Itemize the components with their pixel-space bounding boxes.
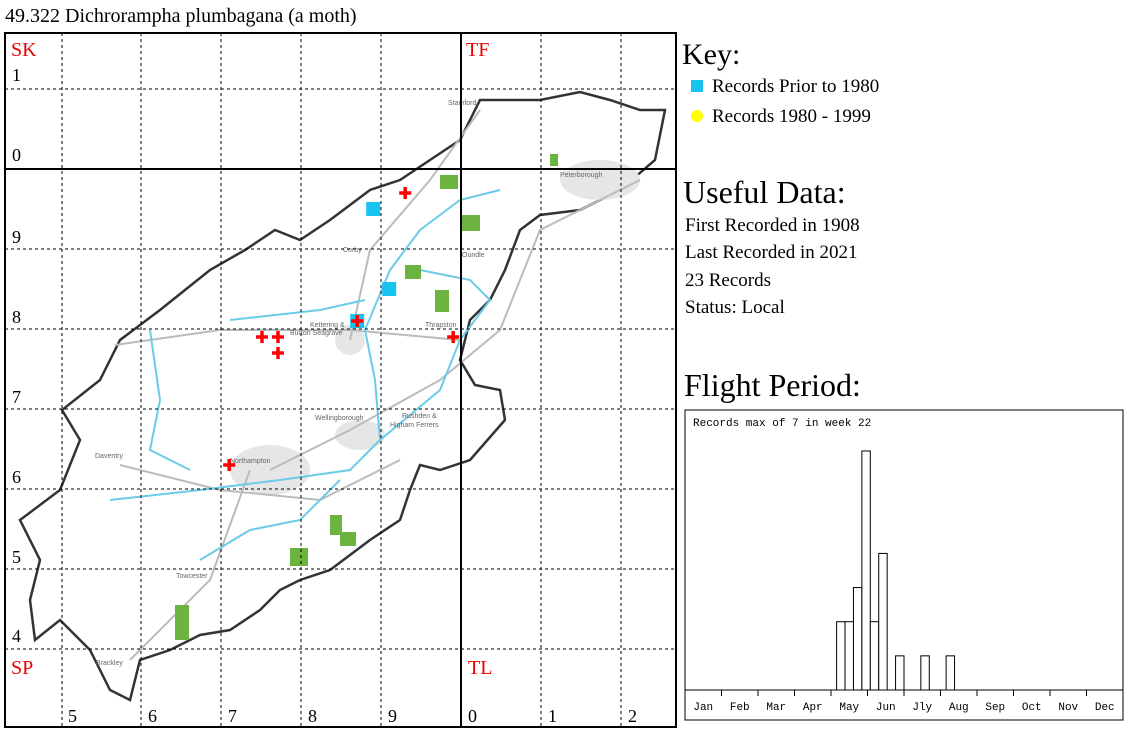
easting-label: 5 (68, 706, 77, 726)
woodland (175, 154, 558, 640)
town-label: Burton Seagrave (290, 330, 343, 337)
key-heading: Key: (682, 38, 740, 71)
easting-label: 2 (628, 706, 637, 726)
chart-title: Flight Period: (684, 367, 861, 403)
month-label: Jun (876, 702, 896, 714)
town-label: Brackley (96, 660, 123, 667)
month-label: May (839, 702, 859, 714)
grid-lines (4, 32, 677, 728)
month-label: Nov (1058, 702, 1078, 714)
key-swatch (691, 80, 703, 92)
rivers (109, 189, 501, 561)
northing-label: 8 (12, 307, 21, 327)
square-label: TL (468, 657, 492, 679)
square-label: TF (466, 39, 489, 61)
town-label: Oundle (462, 252, 485, 259)
northing-labels: 1 0 9 8 7 6 5 4 (12, 65, 21, 646)
town-label: Daventry (95, 453, 124, 460)
record-cross (399, 187, 412, 199)
bar (852, 587, 863, 691)
bar (844, 621, 854, 691)
month-label: Mar (766, 702, 786, 714)
easting-label: 0 (468, 706, 477, 726)
month-label: Sep (985, 702, 1005, 714)
bar (920, 655, 930, 691)
useful-line: First Recorded in 1908 (685, 215, 860, 236)
square-labels: SK TF SP TL (11, 39, 492, 679)
key-items: Records Prior to 1980 Records 1980 - 1999 (691, 76, 879, 127)
flight-chart: Flight Period: Records max of 7 in week … (684, 367, 1124, 721)
bar (945, 655, 956, 691)
key-label: Records 1980 - 1999 (712, 106, 871, 127)
easting-label: 6 (148, 706, 157, 726)
month-label: Feb (730, 702, 750, 714)
record-cross (272, 331, 284, 343)
page-title: 49.322 Dichrorampha plumbagana (a moth) (5, 5, 357, 27)
key: Key: Records Prior to 1980 Records 1980 -… (682, 38, 879, 127)
northing-label: 4 (12, 626, 21, 646)
key-label: Records Prior to 1980 (712, 76, 879, 97)
town-label: Peterborough (560, 172, 603, 179)
month-label: Jan (693, 702, 713, 714)
town-label: Northampton (230, 458, 271, 465)
record-cross (223, 459, 236, 471)
bar (861, 450, 871, 691)
key-swatch (691, 110, 703, 122)
record-cross (256, 331, 268, 343)
town-label: Kettering & (310, 322, 345, 329)
northing-label: 7 (12, 387, 21, 407)
useful-line: Last Recorded in 2021 (685, 242, 858, 263)
record-cross (351, 315, 364, 327)
town-label: Wellingborough (315, 415, 364, 422)
useful-heading: Useful Data: (683, 174, 846, 210)
bar (878, 552, 888, 691)
record-cross (447, 331, 460, 343)
northing-label: 6 (12, 467, 21, 487)
useful-line: Status: Local (685, 297, 785, 318)
northing-label: 9 (12, 227, 21, 247)
northing-label: 5 (12, 547, 21, 567)
record-square (382, 282, 397, 296)
record-cross (272, 347, 284, 359)
county-outline (18, 90, 667, 702)
roads (114, 109, 641, 661)
northing-label: 1 (12, 65, 21, 85)
town-label: Higham Ferrers (390, 422, 439, 429)
month-label: Jly (912, 702, 932, 714)
town-labels: Stamford Peterborough Corby Oundle Kette… (95, 100, 603, 667)
chart-note: Records max of 7 in week 22 (693, 418, 871, 430)
easting-label: 7 (228, 706, 237, 726)
town-label: Thrapston (425, 322, 457, 329)
town-label: Stamford (448, 100, 477, 107)
square-label: SK (11, 39, 37, 61)
easting-label: 1 (548, 706, 557, 726)
useful-data: Useful Data: First Recorded in 1908 Last… (683, 174, 860, 318)
northing-label: 0 (12, 145, 21, 165)
month-label: Apr (803, 702, 823, 714)
easting-label: 9 (388, 706, 397, 726)
month-label: Dec (1095, 702, 1115, 714)
map: Stamford Peterborough Corby Oundle Kette… (4, 32, 677, 728)
month-label: Oct (1022, 702, 1042, 714)
month-label: Aug (949, 702, 969, 714)
easting-label: 8 (308, 706, 317, 726)
bar (836, 621, 846, 691)
bar (895, 655, 905, 691)
town-label: Corby (343, 247, 362, 254)
records (223, 187, 460, 471)
town-label: Rushden & (402, 413, 437, 420)
easting-labels: 5 6 7 8 9 0 1 2 (68, 706, 637, 726)
town-label: Towcester (176, 573, 208, 580)
bar (869, 621, 880, 691)
square-label: SP (11, 657, 33, 679)
useful-line: 23 Records (685, 270, 771, 291)
record-square (366, 202, 381, 216)
